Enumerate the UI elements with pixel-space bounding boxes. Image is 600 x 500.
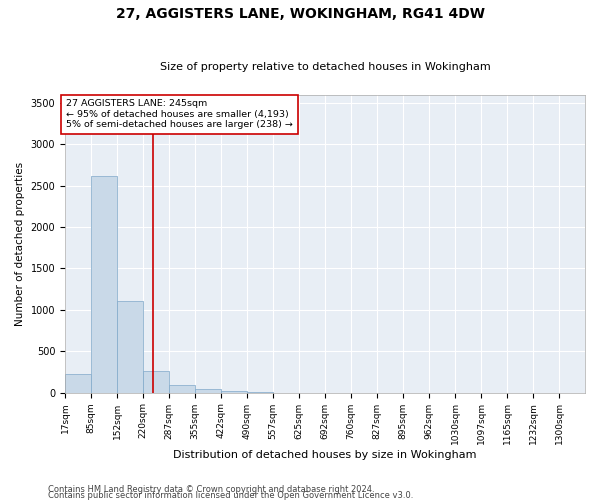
Text: Contains public sector information licensed under the Open Government Licence v3: Contains public sector information licen… bbox=[48, 490, 413, 500]
Bar bbox=[91, 176, 117, 392]
Text: 27 AGGISTERS LANE: 245sqm
← 95% of detached houses are smaller (4,193)
5% of sem: 27 AGGISTERS LANE: 245sqm ← 95% of detac… bbox=[66, 100, 293, 130]
Y-axis label: Number of detached properties: Number of detached properties bbox=[15, 162, 25, 326]
Bar bbox=[195, 389, 221, 392]
Text: 27, AGGISTERS LANE, WOKINGHAM, RG41 4DW: 27, AGGISTERS LANE, WOKINGHAM, RG41 4DW bbox=[115, 8, 485, 22]
X-axis label: Distribution of detached houses by size in Wokingham: Distribution of detached houses by size … bbox=[173, 450, 477, 460]
Bar bbox=[65, 374, 91, 392]
Bar bbox=[117, 300, 143, 392]
Text: Contains HM Land Registry data © Crown copyright and database right 2024.: Contains HM Land Registry data © Crown c… bbox=[48, 484, 374, 494]
Title: Size of property relative to detached houses in Wokingham: Size of property relative to detached ho… bbox=[160, 62, 490, 72]
Bar bbox=[169, 385, 195, 392]
Bar bbox=[221, 390, 247, 392]
Bar bbox=[143, 372, 169, 392]
